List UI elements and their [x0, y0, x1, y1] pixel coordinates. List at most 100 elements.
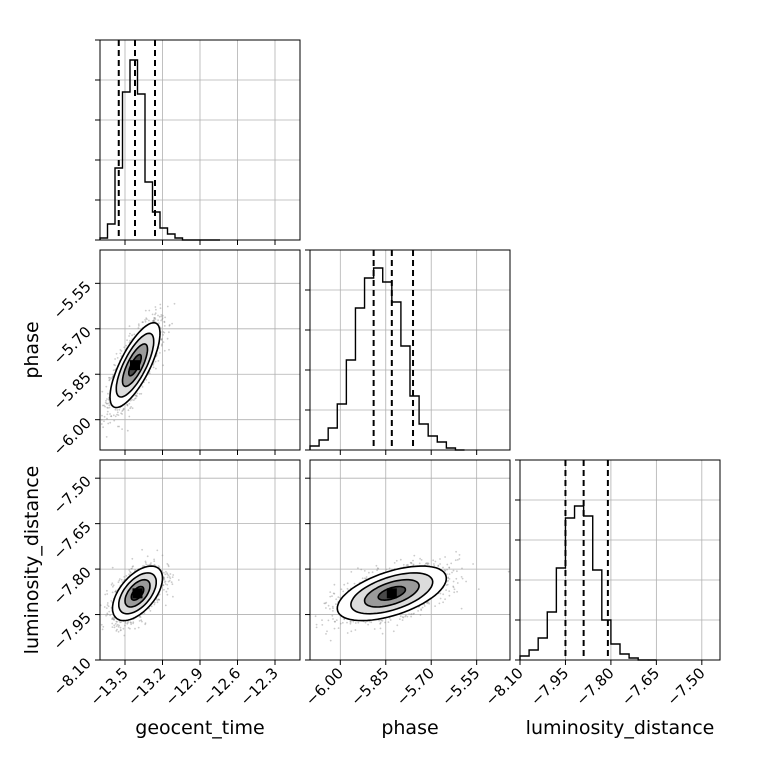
x-tick-label-phase: −6.00 — [302, 664, 347, 709]
scatter-point — [100, 623, 103, 626]
scatter-point — [346, 632, 349, 634]
scatter-point — [118, 579, 121, 582]
panel-frame-2-1 — [305, 459, 511, 665]
scatter-point — [134, 569, 137, 571]
scatter-point — [108, 406, 111, 409]
scatter-point — [385, 568, 388, 571]
x-tick-label-phase: −5.55 — [438, 664, 483, 709]
scatter-point — [158, 315, 161, 318]
scatter-point — [136, 392, 139, 395]
scatter-point — [138, 615, 141, 618]
scatter-point — [131, 398, 133, 401]
scatter-point — [149, 610, 152, 612]
scatter-point — [121, 581, 124, 583]
scatter-point — [160, 344, 163, 347]
scatter-point — [324, 602, 327, 605]
scatter-point — [108, 404, 111, 407]
density-peak — [132, 588, 143, 599]
scatter-point — [377, 568, 380, 570]
y-tick-label-luminosity_distance: −8.10 — [50, 654, 95, 699]
scatter-point — [121, 428, 123, 430]
scatter-point — [395, 559, 398, 562]
scatter-point — [114, 591, 117, 593]
scatter-point — [381, 632, 384, 635]
scatter-point — [346, 621, 348, 624]
scatter-point — [116, 409, 119, 411]
scatter-point — [164, 316, 167, 319]
scatter-point — [399, 618, 401, 620]
y-tick-label-phase: −5.70 — [50, 323, 95, 368]
scatter-point — [354, 629, 357, 631]
scatter-point — [116, 413, 118, 416]
scatter-point — [159, 352, 161, 354]
scatter-point — [111, 582, 114, 585]
scatter-point — [452, 580, 455, 583]
scatter-point — [113, 618, 115, 621]
scatter-point — [105, 607, 108, 609]
scatter-point — [114, 364, 116, 367]
scatter-point — [413, 612, 415, 615]
scatter-point — [115, 625, 118, 627]
scatter-point — [132, 621, 135, 624]
scatter-point — [365, 576, 368, 578]
scatter-point — [456, 559, 459, 561]
y-tick-label-luminosity_distance: −7.65 — [50, 518, 95, 563]
y-tick-label-luminosity_distance: −7.50 — [50, 472, 95, 517]
scatter-point — [321, 619, 323, 621]
scatter-point — [158, 593, 161, 596]
scatter-point — [114, 623, 117, 625]
scatter-point — [157, 360, 160, 362]
scatter-point — [154, 318, 157, 320]
scatter-point — [125, 344, 128, 347]
scatter-point — [148, 381, 150, 384]
scatter-point — [160, 314, 163, 316]
histogram-step-phase — [309, 267, 465, 451]
scatter-point — [151, 320, 154, 322]
scatter-point — [439, 592, 442, 595]
scatter-point — [426, 563, 429, 566]
scatter-point — [455, 577, 458, 580]
scatter-point — [105, 399, 107, 402]
scatter-point — [154, 313, 156, 316]
scatter-point — [172, 574, 175, 576]
x-tick-label-phase: −5.85 — [347, 664, 392, 709]
x-tick-label-geocent_time: −12.9 — [162, 664, 207, 709]
scatter-point — [335, 598, 338, 601]
scatter-point — [327, 604, 330, 607]
scatter-point — [164, 580, 167, 583]
scatter-point — [134, 397, 137, 399]
scatter-point — [341, 621, 344, 624]
scatter-point — [168, 324, 171, 326]
scatter-point — [131, 557, 134, 560]
scatter-point — [144, 622, 147, 624]
scatter-point — [353, 582, 356, 585]
scatter-point — [109, 413, 111, 415]
scatter-point — [167, 574, 170, 577]
scatter-point — [153, 317, 156, 320]
scatter-point — [370, 621, 373, 624]
x-tick-label-phase: −5.70 — [393, 664, 438, 709]
scatter-point — [135, 394, 138, 397]
panel-frame-2-2 — [515, 459, 721, 665]
scatter-point — [122, 408, 125, 411]
scatter-point — [166, 593, 169, 596]
scatter-point — [162, 341, 165, 343]
scatter-point — [163, 331, 166, 334]
scatter-point — [112, 585, 114, 588]
scatter-point — [329, 591, 332, 593]
scatter-point — [387, 621, 390, 623]
scatter-point — [126, 404, 129, 407]
scatter-point — [410, 562, 413, 565]
scatter-point — [116, 628, 118, 631]
scatter-point — [117, 425, 119, 428]
scatter-point — [104, 593, 107, 596]
x-tick-label-luminosity_distance: −7.95 — [527, 664, 572, 709]
scatter-point — [163, 321, 166, 324]
scatter-point — [315, 626, 318, 629]
scatter-point — [161, 554, 164, 557]
panel-border — [309, 249, 511, 451]
scatter-point — [314, 615, 317, 618]
scatter-point — [120, 578, 123, 581]
scatter-point — [106, 613, 109, 616]
scatter-point — [154, 306, 157, 308]
